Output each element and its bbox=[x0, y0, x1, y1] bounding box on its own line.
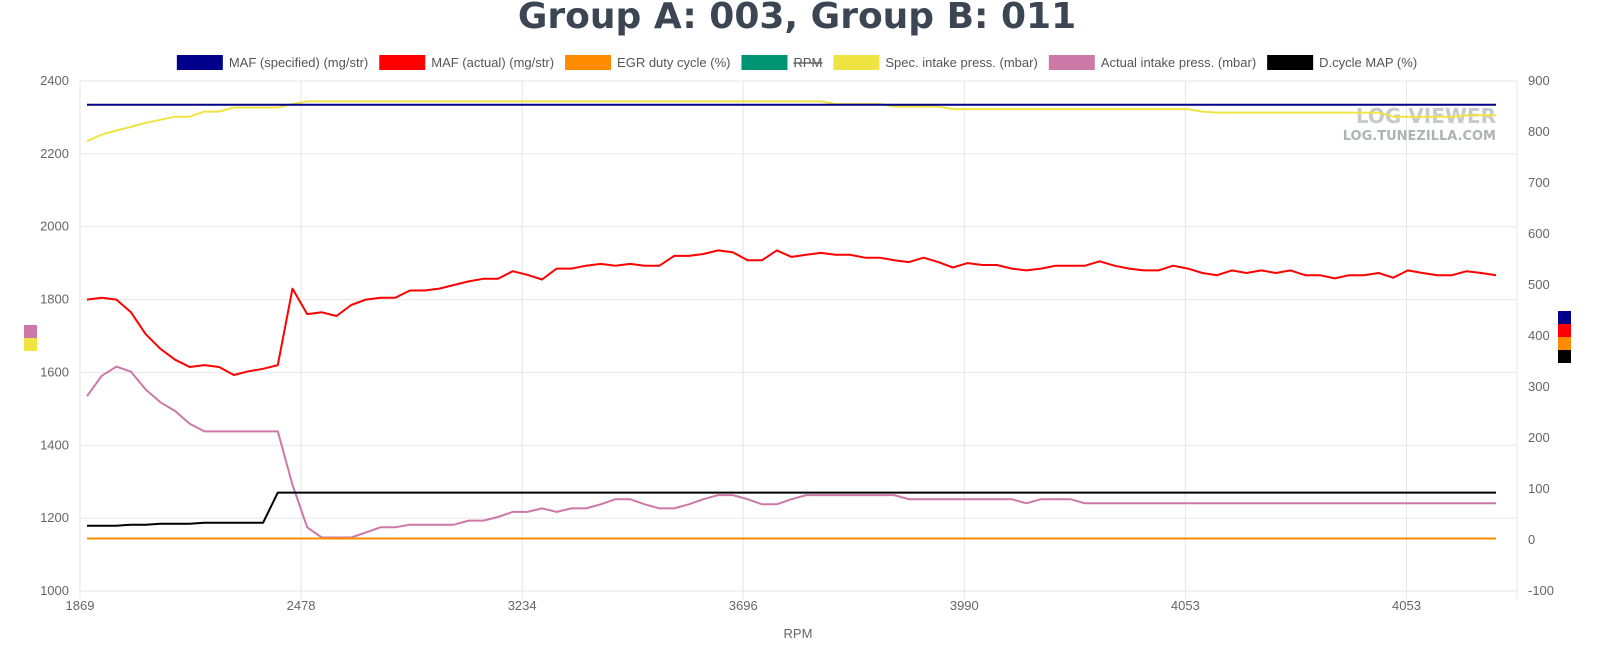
axis-marker bbox=[1558, 337, 1571, 350]
y-left-tick-label: 2000 bbox=[40, 219, 69, 234]
watermark-url: LOG.TUNEZILLA.COM bbox=[1343, 129, 1496, 144]
x-tick-label: 3696 bbox=[729, 598, 758, 613]
axis-marker bbox=[24, 338, 37, 351]
legend-label: MAF (actual) (mg/str) bbox=[431, 55, 554, 70]
x-tick-label: 3234 bbox=[508, 598, 537, 613]
x-tick-label: 2478 bbox=[287, 598, 316, 613]
x-axis: 1869 2478 3234 3696 3990 4053 4053 bbox=[66, 598, 1421, 613]
legend-swatch bbox=[741, 55, 788, 70]
grid bbox=[79, 80, 1518, 599]
legend-item[interactable]: MAF (specified) (mg/str) bbox=[176, 55, 368, 70]
y-right-tick-label: 500 bbox=[1528, 277, 1550, 292]
y-right-tick-label: 800 bbox=[1528, 124, 1550, 139]
y-right-tick-label: -100 bbox=[1528, 583, 1554, 598]
y-right-tick-label: 400 bbox=[1528, 328, 1550, 343]
legend-label: Actual intake press. (mbar) bbox=[1101, 55, 1256, 70]
legend-swatch bbox=[565, 55, 612, 70]
y-left-tick-label: 2200 bbox=[40, 146, 69, 161]
series-line bbox=[87, 491, 1496, 527]
y-right-tick-label: 700 bbox=[1528, 175, 1550, 190]
legend-swatch bbox=[1048, 55, 1095, 70]
series-line bbox=[86, 365, 1496, 539]
legend-swatch bbox=[1267, 55, 1314, 70]
right-axis: -100 0 100 200 300 400 500 600 700 800 900 bbox=[1528, 73, 1554, 598]
legend[interactable]: MAF (specified) (mg/str) MAF (actual) (mg… bbox=[176, 55, 1417, 70]
legend-label: MAF (specified) (mg/str) bbox=[229, 55, 368, 70]
legend-swatch bbox=[833, 55, 880, 70]
axis-marker bbox=[1558, 311, 1571, 324]
legend-label: EGR duty cycle (%) bbox=[617, 55, 730, 70]
y-right-tick-label: 200 bbox=[1528, 430, 1550, 445]
legend-item[interactable]: RPM bbox=[741, 55, 822, 70]
axis-marker bbox=[24, 325, 37, 338]
y-left-tick-label: 1000 bbox=[40, 583, 69, 598]
x-tick-label: 3990 bbox=[950, 598, 979, 613]
x-tick-label: 4053 bbox=[1392, 598, 1421, 613]
legend-item[interactable]: Spec. intake press. (mbar) bbox=[833, 55, 1038, 70]
chart-title: Group A: 003, Group B: 011 bbox=[518, 0, 1076, 37]
left-axis: 1000 1200 1400 1600 1800 2000 2200 2400 bbox=[40, 73, 69, 598]
y-right-tick-label: 100 bbox=[1528, 481, 1550, 496]
y-right-tick-label: 300 bbox=[1528, 379, 1550, 394]
x-axis-title: RPM bbox=[784, 626, 813, 641]
legend-swatch bbox=[379, 55, 426, 70]
legend-label: RPM bbox=[793, 55, 822, 70]
axis-markers bbox=[24, 311, 1571, 363]
legend-item[interactable]: D.cycle MAP (%) bbox=[1267, 55, 1417, 70]
y-left-tick-label: 1600 bbox=[40, 364, 69, 379]
plot-area bbox=[86, 100, 1497, 540]
axis-marker bbox=[1558, 324, 1571, 337]
series-line bbox=[86, 100, 1496, 143]
x-tick-label: 4053 bbox=[1171, 598, 1200, 613]
watermark: LOG VIEWER LOG.TUNEZILLA.COM bbox=[1343, 104, 1496, 144]
y-right-tick-label: 900 bbox=[1528, 73, 1550, 88]
series-line bbox=[86, 249, 1497, 376]
x-tick-label: 1869 bbox=[66, 598, 95, 613]
legend-item[interactable]: MAF (actual) (mg/str) bbox=[379, 55, 554, 70]
y-left-tick-label: 2400 bbox=[40, 73, 69, 88]
legend-item[interactable]: Actual intake press. (mbar) bbox=[1048, 55, 1256, 70]
axis-marker bbox=[1558, 350, 1571, 363]
y-left-tick-label: 1400 bbox=[40, 437, 69, 452]
legend-item[interactable]: EGR duty cycle (%) bbox=[565, 55, 730, 70]
y-right-tick-label: 0 bbox=[1528, 532, 1535, 547]
y-left-tick-label: 1800 bbox=[40, 292, 69, 307]
y-right-tick-label: 600 bbox=[1528, 226, 1550, 241]
legend-label: D.cycle MAP (%) bbox=[1319, 55, 1417, 70]
legend-label: Spec. intake press. (mbar) bbox=[885, 55, 1037, 70]
y-left-tick-label: 1200 bbox=[40, 510, 69, 525]
legend-swatch bbox=[176, 55, 223, 70]
